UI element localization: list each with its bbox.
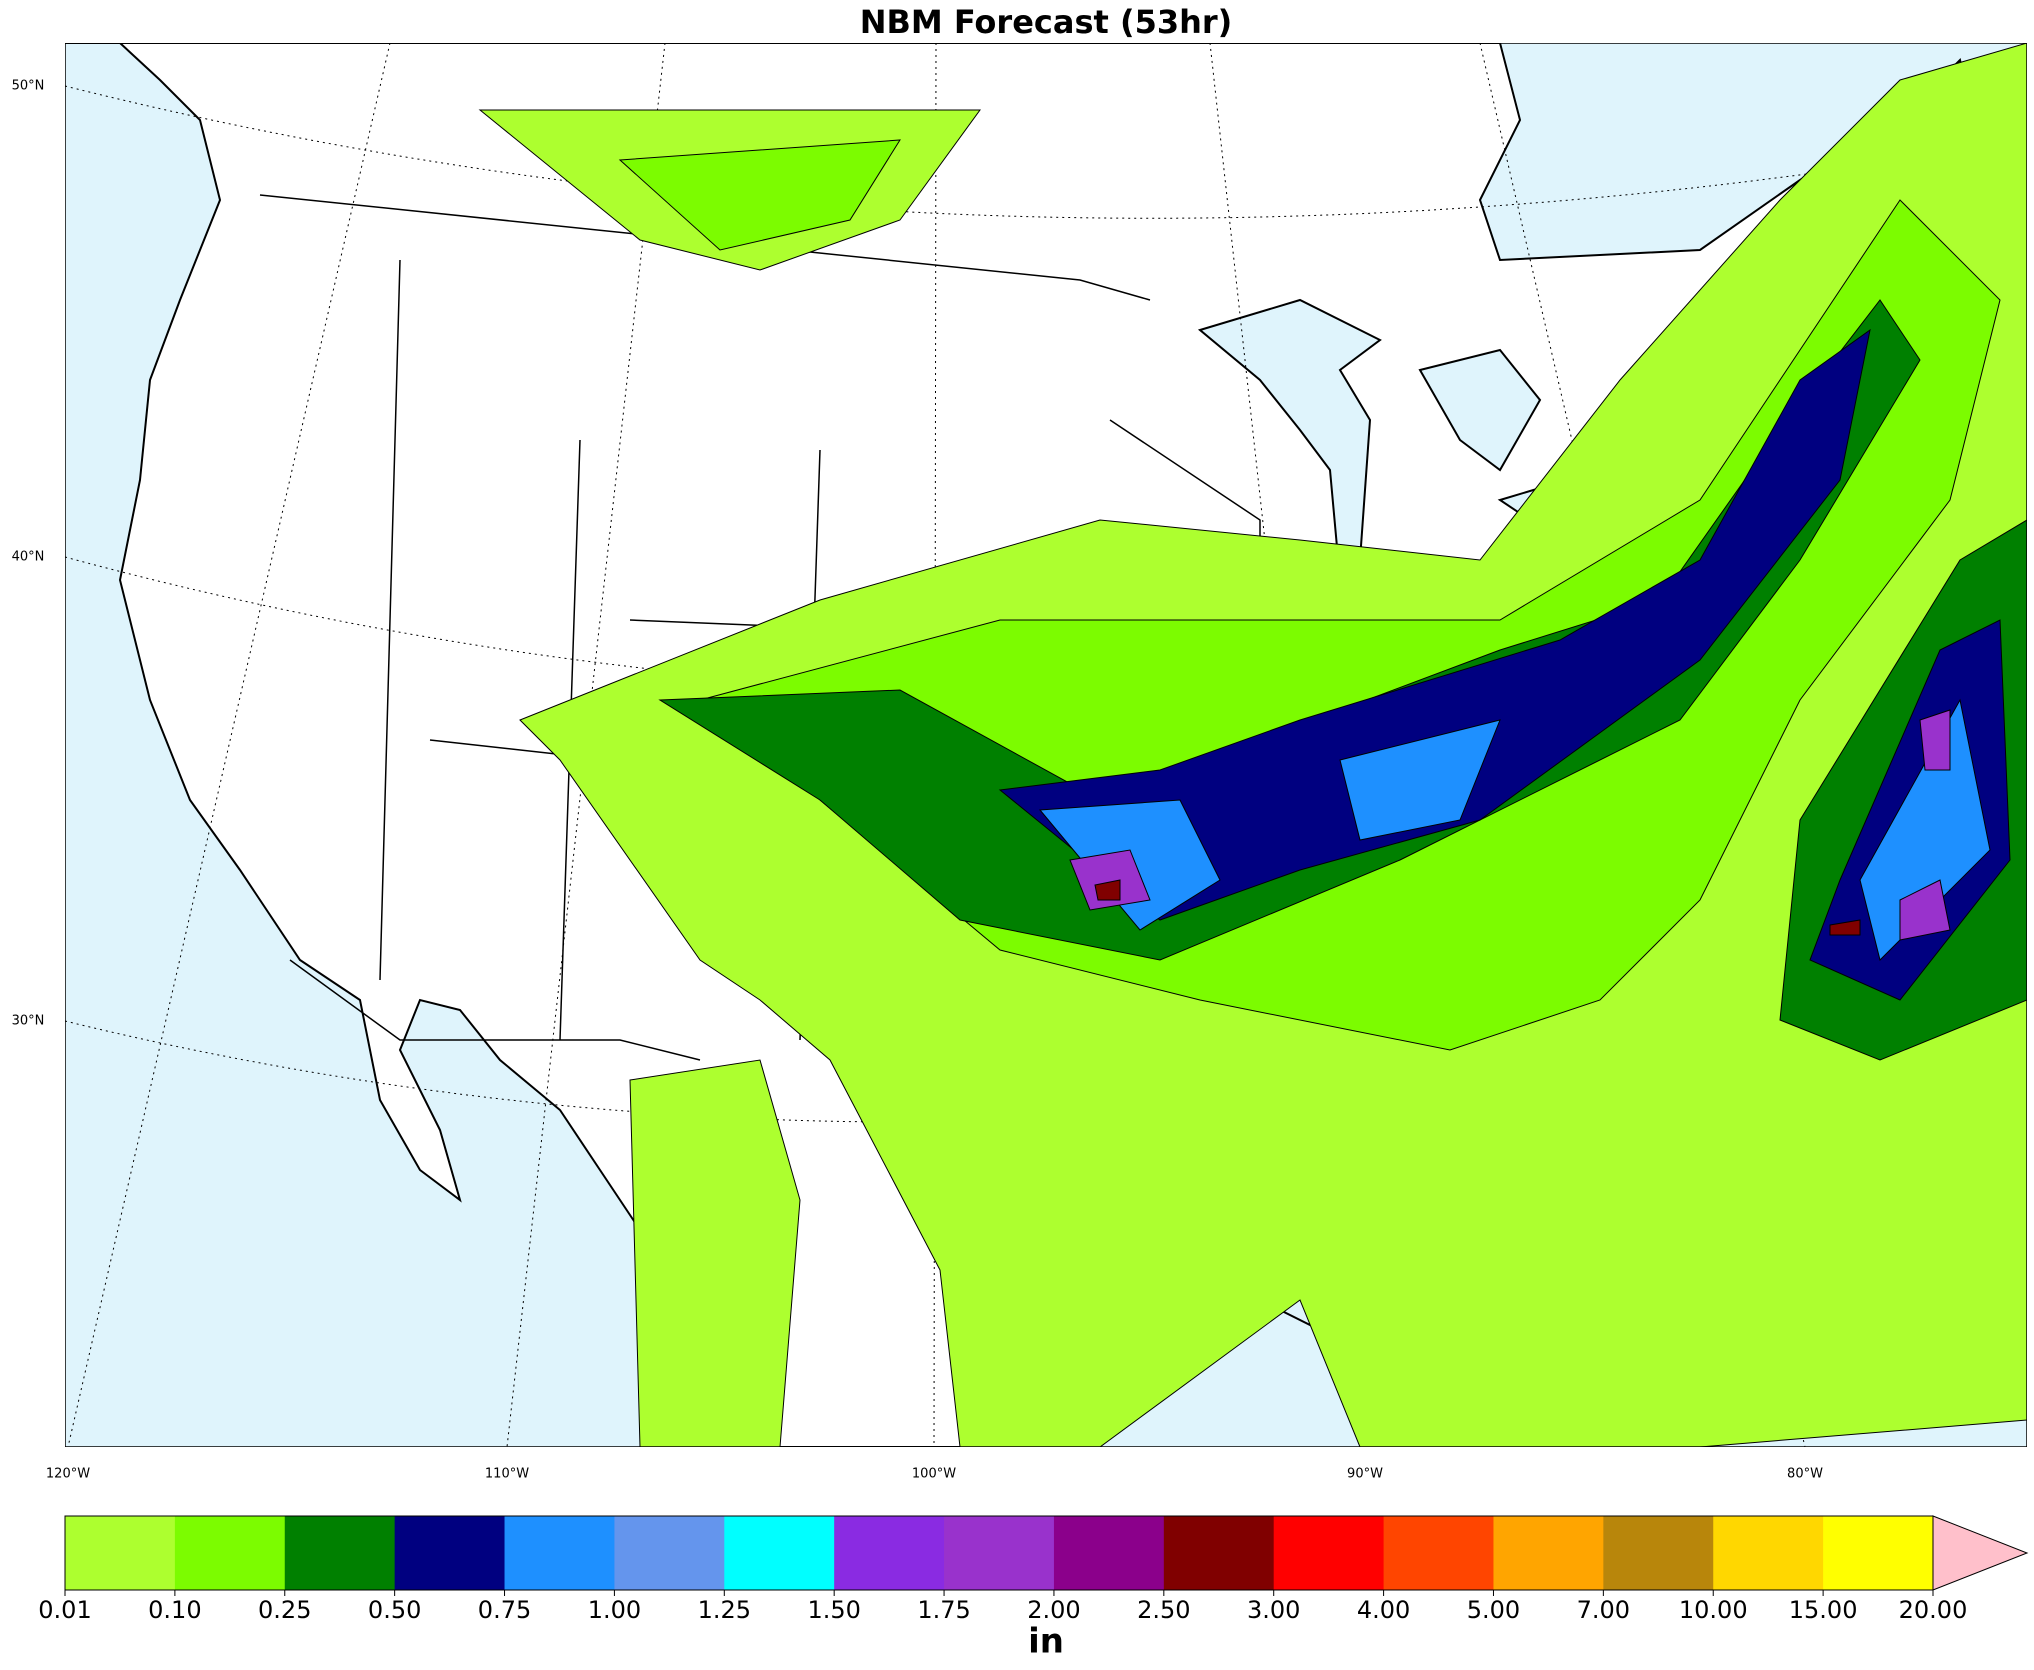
- colorbar-segment: [504, 1516, 615, 1590]
- colorbar-tick-label: 1.50: [807, 1596, 860, 1624]
- title: NBM Forecast (53hr): [860, 3, 1233, 41]
- colorbar-segment: [174, 1516, 286, 1590]
- colorbar-tick-label: 10.00: [1679, 1596, 1748, 1624]
- colorbar-tick-label: 1.75: [917, 1596, 970, 1624]
- colorbar-segment: [1383, 1516, 1494, 1590]
- lon-label: 90°W: [1347, 1467, 1383, 1482]
- lat-label: 50°N: [12, 79, 45, 94]
- map: [65, 43, 2027, 1447]
- colorbar-tick-label: 1.25: [698, 1596, 751, 1624]
- lon-label: 120°W: [46, 1467, 90, 1482]
- colorbar-segment: [394, 1516, 506, 1590]
- lat-label: 40°N: [12, 550, 45, 565]
- colorbar-segment: [284, 1516, 396, 1590]
- lat-label: 30°N: [12, 1014, 45, 1029]
- colorbar-extension: [1932, 1515, 2029, 1591]
- colorbar-tick-label: 4.00: [1357, 1596, 1410, 1624]
- colorbar-segment: [724, 1516, 835, 1590]
- colorbar-tick-label: 0.50: [368, 1596, 421, 1624]
- colorbar-tick-label: 0.75: [478, 1596, 531, 1624]
- colorbar-tick-label: 0.25: [258, 1596, 311, 1624]
- colorbar-tick-label: 5.00: [1467, 1596, 1520, 1624]
- colorbar-tick-label: 7.00: [1577, 1596, 1630, 1624]
- colorbar-tick-label: 0.01: [38, 1596, 91, 1624]
- colorbar-tick-label: 15.00: [1789, 1596, 1858, 1624]
- colorbar-segment: [614, 1516, 725, 1590]
- colorbar-unit: in: [1028, 1622, 1064, 1662]
- colorbar-segment: [1273, 1516, 1385, 1590]
- colorbar-tick-label: 2.00: [1027, 1596, 1080, 1624]
- colorbar-tick-label: 20.00: [1899, 1596, 1968, 1624]
- precipitation: [478, 43, 2027, 1447]
- colorbar-segment: [1493, 1516, 1604, 1590]
- colorbar-segment: [1163, 1516, 1275, 1590]
- colorbar-tick-label: 1.00: [588, 1596, 641, 1624]
- colorbar-segment: [1823, 1516, 1934, 1590]
- colorbar-tick-label: 2.50: [1137, 1596, 1190, 1624]
- colorbar-segment: [834, 1516, 945, 1590]
- lon-label: 100°W: [912, 1467, 956, 1482]
- colorbar-segment: [944, 1516, 1055, 1590]
- lon-label: 80°W: [1787, 1467, 1823, 1482]
- colorbar-segment: [1053, 1516, 1165, 1590]
- lon-label: 110°W: [485, 1467, 529, 1482]
- colorbar-segment: [1713, 1516, 1824, 1590]
- colorbar-frame: [64, 1515, 1934, 1591]
- colorbar-segment: [65, 1516, 176, 1590]
- colorbar-tick-label: 3.00: [1247, 1596, 1300, 1624]
- colorbar-segment: [1603, 1516, 1714, 1590]
- colorbar-tick-label: 0.10: [148, 1596, 201, 1624]
